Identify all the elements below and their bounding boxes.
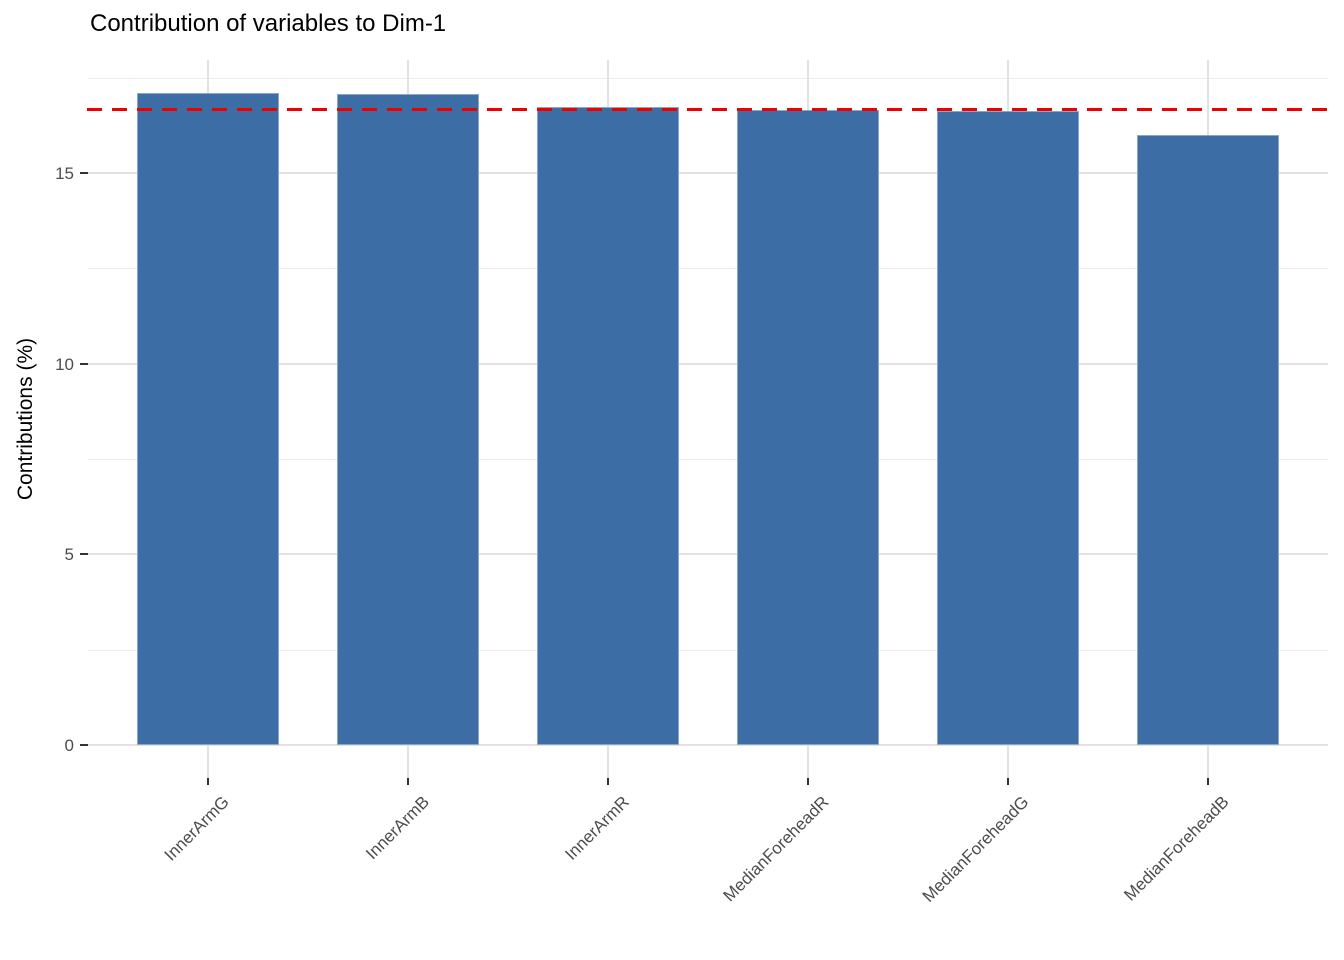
reference-line xyxy=(87,108,1330,112)
x-tick-label: InnerArmR xyxy=(561,792,633,864)
x-axis-tick xyxy=(1007,778,1009,785)
gridline-y-minor xyxy=(88,268,1328,270)
x-axis-tick xyxy=(607,778,609,785)
gridline-y-major xyxy=(88,744,1328,746)
y-axis-tick xyxy=(80,172,88,174)
gridline-y-major xyxy=(88,553,1328,556)
y-tick-label: 15 xyxy=(55,164,74,183)
plot-panel xyxy=(87,60,1330,778)
x-tick-label: InnerArmB xyxy=(361,792,433,864)
bar xyxy=(337,93,479,745)
gridline-y-major xyxy=(88,172,1328,174)
gridline-y-major xyxy=(88,362,1328,365)
x-tick-label: MedianForeheadG xyxy=(919,792,1033,906)
x-axis-tick xyxy=(807,778,809,785)
y-axis-tick xyxy=(80,553,88,556)
y-tick-label: 0 xyxy=(64,736,74,755)
chart-title: Contribution of variables to Dim-1 xyxy=(90,10,447,37)
x-axis-tick xyxy=(207,778,209,785)
bar xyxy=(537,107,679,745)
gridline-y-minor xyxy=(88,77,1328,79)
x-tick-label: MedianForeheadB xyxy=(1120,792,1233,905)
x-tick-label: InnerArmG xyxy=(160,792,233,865)
bar xyxy=(137,92,279,745)
x-axis-tick xyxy=(1207,778,1209,785)
gridline-y-minor xyxy=(88,459,1328,460)
y-axis-tick xyxy=(80,362,88,365)
y-axis-tick xyxy=(80,744,88,746)
bar xyxy=(737,109,879,745)
bar xyxy=(1137,135,1279,745)
bar xyxy=(937,111,1079,745)
y-tick-label: 5 xyxy=(64,545,74,565)
x-axis-tick xyxy=(407,778,409,785)
x-tick-label: MedianForeheadR xyxy=(719,792,833,906)
y-tick-label: 10 xyxy=(55,354,74,374)
gridline-y-minor xyxy=(88,649,1328,651)
